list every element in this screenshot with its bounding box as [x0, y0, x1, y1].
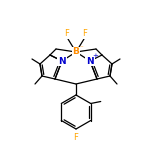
Text: F: F — [65, 29, 69, 38]
Text: +: + — [92, 53, 98, 59]
Text: B: B — [73, 47, 79, 57]
Text: F: F — [74, 133, 78, 142]
Text: F: F — [83, 29, 87, 38]
Text: ⁻: ⁻ — [79, 45, 83, 51]
Text: N: N — [86, 57, 94, 66]
Text: N: N — [58, 57, 66, 66]
